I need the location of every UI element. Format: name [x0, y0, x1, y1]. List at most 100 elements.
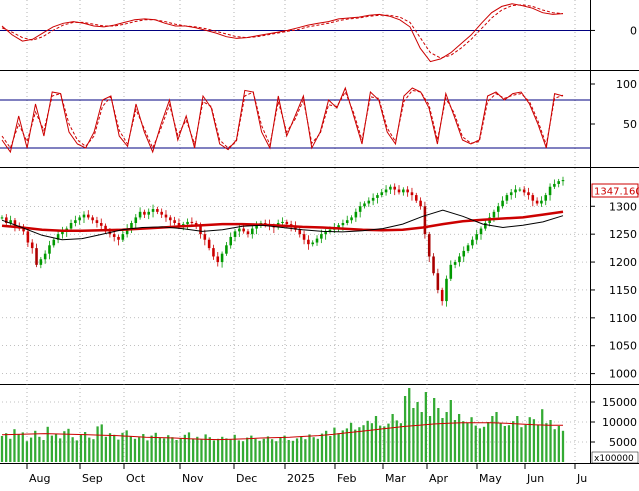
candle-body	[130, 223, 133, 229]
volume-bar	[462, 421, 465, 462]
candle-body	[492, 211, 496, 218]
volume-bar	[295, 438, 299, 462]
candle-body	[436, 273, 440, 290]
volume-bar	[183, 434, 186, 462]
candle-body	[432, 256, 435, 274]
volume-bar	[532, 419, 536, 462]
candle-body	[527, 192, 530, 196]
month-label: Mar	[385, 472, 406, 485]
candle-body	[557, 181, 560, 184]
candle-body	[199, 225, 202, 235]
candle-body	[0, 217, 4, 219]
volume-bar	[137, 437, 141, 462]
candle-body	[341, 223, 345, 226]
volume-bar	[358, 427, 361, 462]
candle-body	[449, 264, 453, 279]
volume-bar	[275, 441, 278, 462]
volume-bar	[158, 437, 162, 462]
volume-bar	[266, 436, 270, 462]
candle-body	[35, 248, 38, 265]
candle-body	[561, 180, 565, 182]
volume-bar	[453, 420, 457, 462]
macd-series-line	[1, 3, 564, 63]
volume-bar	[283, 435, 286, 462]
volume-bar	[312, 437, 315, 462]
volume-bar	[383, 426, 386, 462]
candle-body	[216, 256, 220, 263]
volume-bar	[254, 438, 257, 462]
candle-body	[320, 234, 323, 239]
y-tick-label: 5000	[609, 436, 637, 449]
candle-body	[371, 197, 375, 201]
candle-body	[535, 200, 539, 204]
volume-bar	[46, 426, 49, 462]
candle-body	[238, 228, 241, 232]
volume-bar	[491, 416, 494, 462]
volume-bar	[212, 440, 216, 462]
volume-bar	[92, 439, 95, 462]
volume-bar	[449, 400, 452, 462]
candle-body	[458, 256, 461, 263]
volume-bar	[428, 416, 432, 462]
volume-bar	[233, 434, 236, 462]
volume-bar	[416, 402, 419, 462]
candle-body	[376, 195, 379, 198]
candle-body	[95, 220, 99, 223]
month-label: Sep	[82, 472, 103, 485]
candle-body	[393, 186, 396, 190]
month-label: Feb	[337, 472, 356, 485]
volume-bar	[457, 414, 461, 462]
candle-body	[289, 224, 293, 226]
volume-bar	[17, 434, 20, 462]
candle-body	[125, 228, 129, 235]
candle-body	[251, 228, 254, 235]
candle-body	[484, 223, 487, 229]
volume-bar	[216, 438, 220, 462]
volume-bar	[204, 434, 207, 462]
stochastic-panel	[0, 86, 590, 154]
candle-body	[475, 234, 478, 240]
volume-bar	[142, 434, 145, 462]
volume-bar	[241, 441, 245, 462]
candle-body	[406, 189, 409, 193]
candle-body	[427, 234, 431, 257]
volume-bar	[96, 426, 99, 462]
candle-body	[402, 189, 405, 193]
price-moving-average	[1, 209, 564, 241]
candle-body	[26, 231, 30, 243]
candle-body	[380, 192, 384, 196]
volume-bar	[408, 388, 411, 462]
candle-body	[471, 239, 474, 246]
candle-body	[466, 245, 470, 251]
volume-bar	[71, 437, 74, 462]
volume-bar	[63, 431, 66, 462]
candle-body	[242, 228, 245, 232]
volume-bar	[412, 408, 415, 462]
volume-bar	[83, 432, 87, 462]
candle-body	[445, 278, 448, 302]
volume-bar	[42, 440, 45, 462]
volume-bar	[270, 439, 274, 462]
volume-bar	[34, 430, 37, 462]
volume-bar	[75, 440, 78, 462]
volume-bar	[366, 420, 369, 462]
volume-bar	[150, 435, 153, 462]
candle-body	[263, 223, 267, 225]
volume-bar	[387, 423, 390, 462]
candle-body	[410, 192, 414, 196]
candle-body	[117, 236, 120, 240]
volume-bar	[354, 429, 357, 462]
month-label: Ju	[576, 472, 587, 485]
candle-body	[87, 214, 90, 218]
macd-series-line	[1, 4, 564, 59]
candle-body	[9, 220, 12, 223]
y-tick-label: 100	[616, 78, 637, 91]
volume-bar	[420, 412, 423, 462]
candle-body	[5, 217, 8, 223]
volume-bar	[13, 429, 16, 462]
stochastic-series-line	[1, 86, 564, 154]
candle-body	[134, 217, 138, 223]
candle-body	[52, 239, 56, 246]
volume-bar	[536, 424, 540, 462]
stochastic-series-line	[1, 89, 564, 150]
